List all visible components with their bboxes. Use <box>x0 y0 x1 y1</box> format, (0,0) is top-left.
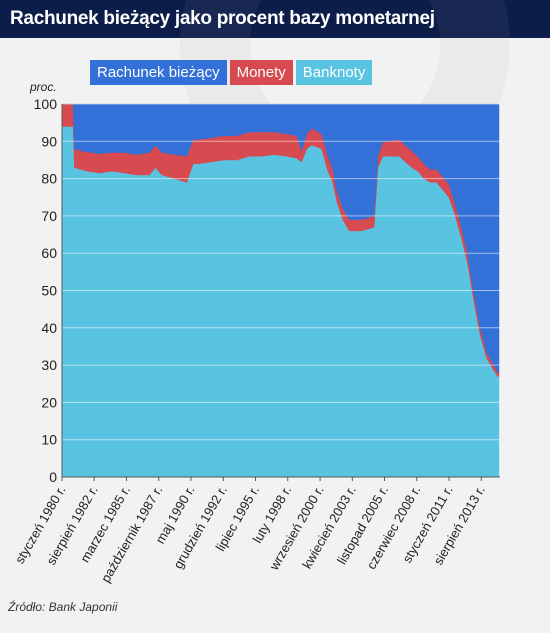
y-tick-label: 20 <box>41 394 57 410</box>
y-axis-label: proc. <box>29 80 57 94</box>
legend-item-banknoty: Banknoty <box>295 60 373 85</box>
y-tick-label: 40 <box>41 320 57 336</box>
legend-label: Rachunek bieżący <box>97 64 220 81</box>
y-tick-label: 80 <box>41 171 57 187</box>
legend-label: Monety <box>236 64 286 81</box>
source-note: Źródło: Bank Japonii <box>8 600 118 614</box>
y-tick-label: 60 <box>41 245 57 261</box>
legend-item-monety: Monety <box>229 60 293 85</box>
legend-item-rachunek: Rachunek bieżący <box>90 60 227 85</box>
y-tick-label: 0 <box>49 469 57 485</box>
y-tick-label: 70 <box>41 208 57 224</box>
header-decoration <box>180 0 510 38</box>
y-tick-label: 100 <box>34 96 58 112</box>
y-tick-label: 90 <box>41 133 57 149</box>
y-tick-label: 50 <box>41 283 57 299</box>
y-tick-label: 30 <box>41 357 57 373</box>
legend-label: Banknoty <box>302 64 366 81</box>
y-tick-label: 10 <box>41 432 57 448</box>
chart-title: Rachunek bieżący jako procent bazy monet… <box>10 8 435 29</box>
chart-legend: Rachunek bieżący Monety Banknoty <box>90 60 373 85</box>
chart-header: Rachunek bieżący jako procent bazy monet… <box>0 0 550 38</box>
